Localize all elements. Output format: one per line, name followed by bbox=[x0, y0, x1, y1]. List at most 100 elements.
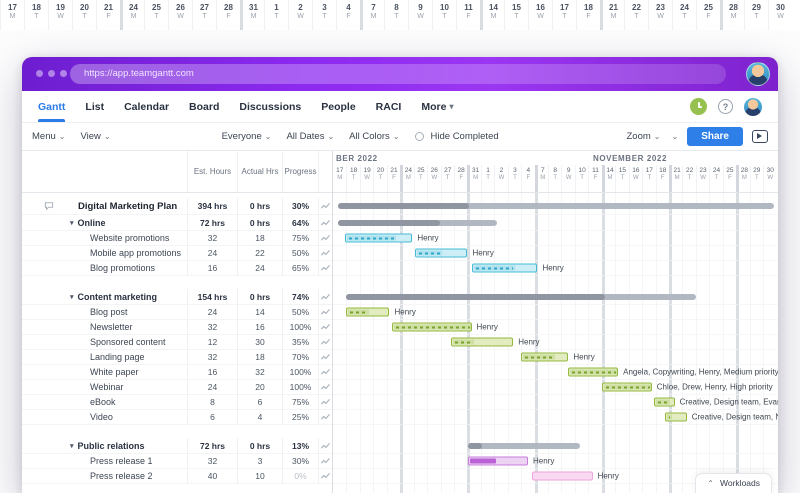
task-name-cell[interactable]: Press release 1 bbox=[22, 454, 187, 468]
gantt-bar-newsletter[interactable] bbox=[392, 322, 472, 332]
actual-cell[interactable]: 10 bbox=[237, 469, 282, 483]
gantt-bar-video[interactable] bbox=[665, 412, 687, 422]
gantt-bar-landing-page[interactable] bbox=[521, 352, 569, 362]
task-name-cell[interactable]: White paper bbox=[22, 365, 187, 379]
actual-cell[interactable]: 16 bbox=[237, 320, 282, 334]
task-name-cell[interactable]: Video bbox=[22, 410, 187, 424]
task-name-cell[interactable]: Digital Marketing Plan bbox=[22, 198, 187, 214]
window-dot-icon[interactable] bbox=[60, 70, 67, 77]
tab-discussions[interactable]: Discussions bbox=[239, 100, 302, 113]
video-tutorial-icon[interactable] bbox=[752, 130, 768, 143]
progress-cell[interactable]: 100% bbox=[282, 380, 318, 394]
task-name-cell[interactable]: Sponsored content bbox=[22, 335, 187, 349]
window-dot-icon[interactable] bbox=[48, 70, 55, 77]
actual-cell[interactable]: 3 bbox=[237, 454, 282, 468]
gantt-bar-blog-post[interactable] bbox=[346, 307, 390, 317]
progress-sparkline-icon[interactable] bbox=[318, 395, 332, 409]
tab-people[interactable]: People bbox=[321, 100, 356, 113]
task-name-cell[interactable]: eBook bbox=[22, 395, 187, 409]
gantt-bar-ebook[interactable] bbox=[654, 397, 675, 407]
est-cell[interactable]: 12 bbox=[187, 335, 237, 349]
workloads-button[interactable]: ⌃ Workloads bbox=[695, 473, 772, 493]
task-name-cell[interactable]: ▾ Content marketing bbox=[22, 289, 187, 304]
progress-cell[interactable]: 13% bbox=[282, 438, 318, 453]
gantt-bar-sponsored-content[interactable] bbox=[451, 337, 514, 347]
menu-dropdown[interactable]: Menu ⌄ bbox=[32, 131, 65, 142]
actual-cell[interactable]: 4 bbox=[237, 410, 282, 424]
gantt-bar-digital-marketing-plan[interactable] bbox=[338, 203, 775, 209]
progress-sparkline-icon[interactable] bbox=[318, 198, 332, 214]
task-name-cell[interactable]: Webinar bbox=[22, 380, 187, 394]
gantt-bar-online[interactable] bbox=[338, 219, 498, 226]
progress-sparkline-icon[interactable] bbox=[318, 261, 332, 275]
view-dropdown[interactable]: View ⌄ bbox=[80, 131, 110, 142]
est-cell[interactable]: 72 hrs bbox=[187, 438, 237, 453]
progress-cell[interactable]: 70% bbox=[282, 350, 318, 364]
progress-cell[interactable]: 0% bbox=[282, 469, 318, 483]
actual-cell[interactable]: 0 hrs bbox=[237, 215, 282, 230]
est-cell[interactable]: 394 hrs bbox=[187, 198, 237, 214]
progress-cell[interactable]: 30% bbox=[282, 198, 318, 214]
gantt-bar-website-promotions[interactable] bbox=[345, 233, 413, 243]
people-filter-dropdown[interactable]: Everyone ⌄ bbox=[222, 131, 272, 142]
progress-cell[interactable]: 50% bbox=[282, 305, 318, 319]
collapse-caret-icon[interactable]: ▾ bbox=[70, 293, 74, 301]
task-name-cell[interactable]: ▾ Online bbox=[22, 215, 187, 230]
task-name-cell[interactable]: Blog promotions bbox=[22, 261, 187, 275]
gantt-bar-webinar[interactable] bbox=[602, 382, 652, 392]
actual-cell[interactable]: 0 hrs bbox=[237, 289, 282, 304]
gantt-bar-public-relations[interactable] bbox=[467, 442, 581, 449]
window-controls[interactable] bbox=[36, 70, 67, 77]
progress-cell[interactable]: 64% bbox=[282, 215, 318, 230]
progress-sparkline-icon[interactable] bbox=[318, 215, 332, 230]
actual-cell[interactable]: 20 bbox=[237, 380, 282, 394]
progress-sparkline-icon[interactable] bbox=[318, 410, 332, 424]
progress-cell[interactable]: 50% bbox=[282, 246, 318, 260]
est-cell[interactable]: 72 hrs bbox=[187, 215, 237, 230]
progress-cell[interactable]: 74% bbox=[282, 289, 318, 304]
progress-cell[interactable]: 25% bbox=[282, 410, 318, 424]
task-name-cell[interactable]: Website promotions bbox=[22, 231, 187, 245]
share-button[interactable]: Share bbox=[687, 127, 743, 146]
est-cell[interactable]: 32 bbox=[187, 231, 237, 245]
actual-cell[interactable]: 14 bbox=[237, 305, 282, 319]
progress-cell[interactable]: 65% bbox=[282, 261, 318, 275]
actual-cell[interactable]: 32 bbox=[237, 365, 282, 379]
progress-cell[interactable]: 75% bbox=[282, 395, 318, 409]
progress-sparkline-icon[interactable] bbox=[318, 365, 332, 379]
est-cell[interactable]: 32 bbox=[187, 320, 237, 334]
est-cell[interactable]: 154 hrs bbox=[187, 289, 237, 304]
actual-cell[interactable]: 24 bbox=[237, 261, 282, 275]
tab-calendar[interactable]: Calendar bbox=[124, 100, 170, 113]
tab-board[interactable]: Board bbox=[189, 100, 220, 113]
hide-completed-toggle[interactable]: Hide Completed bbox=[414, 131, 499, 142]
tab-list[interactable]: List bbox=[85, 100, 105, 113]
actual-cell[interactable]: 18 bbox=[237, 350, 282, 364]
browser-profile-avatar[interactable] bbox=[746, 62, 770, 86]
progress-cell[interactable]: 30% bbox=[282, 454, 318, 468]
tab-raci[interactable]: RACI bbox=[375, 100, 402, 113]
actual-cell[interactable]: 0 hrs bbox=[237, 198, 282, 214]
est-cell[interactable]: 16 bbox=[187, 365, 237, 379]
progress-sparkline-icon[interactable] bbox=[318, 350, 332, 364]
help-icon[interactable]: ? bbox=[718, 99, 733, 114]
task-name-cell[interactable]: Newsletter bbox=[22, 320, 187, 334]
actual-cell[interactable]: 30 bbox=[237, 335, 282, 349]
zoom-dropdown[interactable]: Zoom ⌄ bbox=[627, 131, 661, 142]
actual-cell[interactable]: 18 bbox=[237, 231, 282, 245]
tab-gantt[interactable]: Gantt bbox=[38, 91, 66, 122]
collapse-caret-icon[interactable]: ▾ bbox=[70, 219, 74, 227]
actual-cell[interactable]: 22 bbox=[237, 246, 282, 260]
progress-cell[interactable]: 75% bbox=[282, 231, 318, 245]
est-cell[interactable]: 6 bbox=[187, 410, 237, 424]
est-cell[interactable]: 8 bbox=[187, 395, 237, 409]
actual-cell[interactable]: 6 bbox=[237, 395, 282, 409]
progress-cell[interactable]: 100% bbox=[282, 320, 318, 334]
est-cell[interactable]: 32 bbox=[187, 350, 237, 364]
est-cell[interactable]: 24 bbox=[187, 305, 237, 319]
task-name-cell[interactable]: Landing page bbox=[22, 350, 187, 364]
progress-sparkline-icon[interactable] bbox=[318, 289, 332, 304]
progress-sparkline-icon[interactable] bbox=[318, 305, 332, 319]
collapse-caret-icon[interactable]: ▾ bbox=[70, 442, 74, 450]
gantt-bar-press-release-1[interactable] bbox=[467, 456, 529, 466]
